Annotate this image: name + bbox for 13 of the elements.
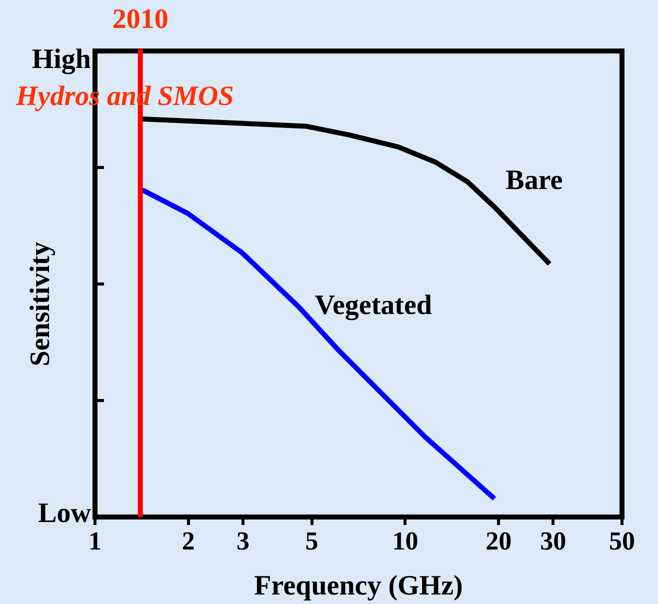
y-axis-title: Sensitivity	[25, 242, 56, 366]
x-tick-label: 3	[236, 526, 250, 556]
series-label: Vegetated	[314, 290, 432, 322]
x-tick-label: 10	[392, 526, 418, 556]
series-label: Bare	[506, 165, 563, 196]
x-tick-label: 2	[182, 526, 195, 556]
x-axis-title: Frequency (GHz)	[254, 570, 463, 602]
x-tick-label: 50	[609, 526, 635, 556]
text: High	[32, 44, 92, 76]
x-tick-label: 5	[305, 526, 318, 556]
x-tick-label: 30	[540, 526, 566, 556]
text: 2010	[112, 4, 168, 36]
x-tick-label: 20	[486, 526, 512, 556]
